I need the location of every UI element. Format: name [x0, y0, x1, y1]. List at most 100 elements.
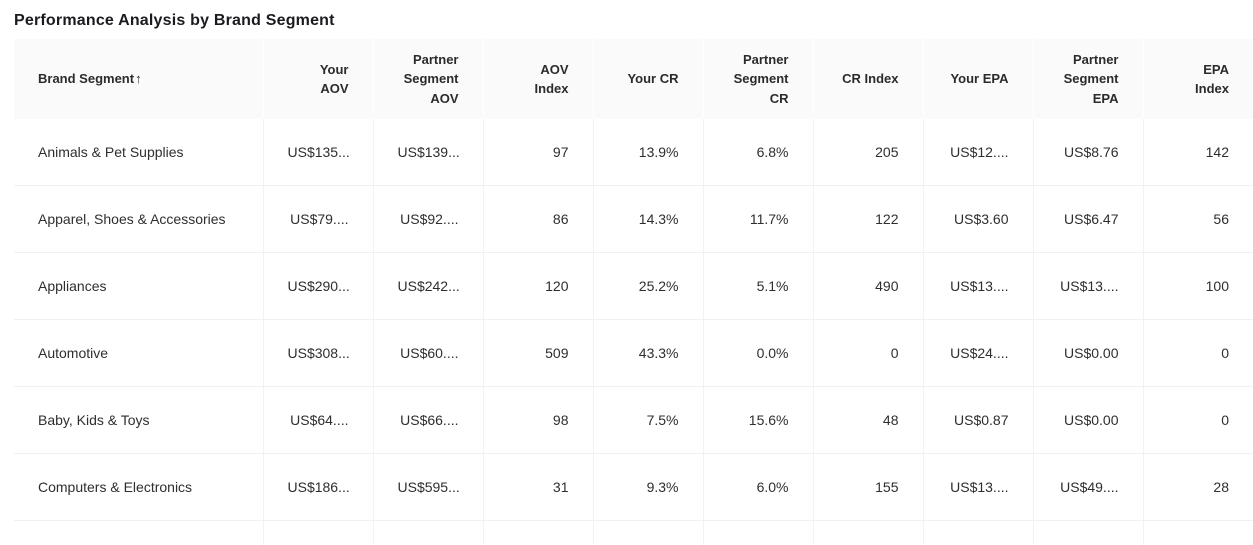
value-cell: US$290...: [262, 252, 373, 320]
value-cell: US$595...: [372, 453, 483, 521]
column-label: Partner Segment AOV: [403, 51, 459, 106]
brand-segment-cell: Apparel, Shoes & Accessories: [14, 185, 263, 253]
column-header-your-cr[interactable]: Your CR: [592, 39, 703, 119]
value-cell: 0: [812, 319, 923, 387]
column-label: AOV Index: [534, 61, 569, 97]
value-cell: 98: [482, 386, 593, 454]
value-cell: 48: [812, 386, 923, 454]
value-cell: 41: [1142, 520, 1253, 545]
value-cell: 15.6%: [702, 386, 813, 454]
value-cell: US$6.47: [1032, 185, 1143, 253]
value-cell: 43: [812, 520, 923, 545]
value-cell: US$64....: [262, 386, 373, 454]
column-header-aov-index[interactable]: AOV Index: [482, 39, 593, 119]
value-cell: US$8.76: [1032, 119, 1143, 186]
value-cell: 205: [812, 119, 923, 186]
column-header-partner-segment-epa[interactable]: Partner Segment EPA: [1032, 39, 1143, 119]
value-cell: 7.5%: [592, 386, 703, 454]
brand-segment-cell: Computers & Electronics: [14, 453, 263, 521]
value-cell: 11.7%: [702, 185, 813, 253]
table-row: Computers & Electronics US$186... US$595..…: [14, 453, 1253, 521]
value-cell: 142: [1142, 119, 1253, 186]
table-row: Animals & Pet Supplies US$135... US$139...…: [14, 119, 1253, 186]
value-cell: 86: [482, 185, 593, 253]
column-label: Your EPA: [950, 71, 1009, 87]
column-label: Brand Segment: [38, 71, 135, 87]
column-label: Partner Segment CR: [733, 51, 789, 106]
value-cell: US$3.37: [1032, 520, 1143, 545]
value-cell: 31: [482, 453, 593, 521]
value-cell: 509: [482, 319, 593, 387]
value-cell: US$13....: [922, 453, 1033, 521]
column-header-partner-segment-cr[interactable]: Partner Segment CR: [702, 39, 813, 119]
brand-segment-cell: Department Stores: [14, 520, 263, 545]
value-cell: US$0.87: [922, 386, 1033, 454]
table-body: Animals & Pet Supplies US$135... US$139...…: [14, 119, 1253, 545]
column-label: Your CR: [627, 71, 679, 87]
value-cell: 25.2%: [592, 252, 703, 320]
value-cell: US$1.37: [922, 520, 1033, 545]
value-cell: 43: [482, 520, 593, 545]
value-cell: US$45....: [262, 520, 373, 545]
value-cell: 28: [1142, 453, 1253, 521]
value-cell: US$66....: [372, 386, 483, 454]
value-cell: US$139...: [372, 119, 483, 186]
column-label: Your AOV: [319, 61, 349, 97]
value-cell: 56: [1142, 185, 1253, 253]
value-cell: US$104...: [372, 520, 483, 545]
value-cell: 97: [482, 119, 593, 186]
value-cell: US$79....: [262, 185, 373, 253]
value-cell: 9.3%: [592, 453, 703, 521]
value-cell: 20.5%: [702, 520, 813, 545]
value-cell: US$13....: [922, 252, 1033, 320]
value-cell: 43.3%: [592, 319, 703, 387]
value-cell: US$92....: [372, 185, 483, 253]
value-cell: US$24....: [922, 319, 1033, 387]
table-row: Department StoresUS$45....US$104...438.9…: [14, 520, 1253, 545]
value-cell: US$49....: [1032, 453, 1143, 521]
value-cell: 155: [812, 453, 923, 521]
value-cell: 122: [812, 185, 923, 253]
header-row: Brand Segment↑ Your AOV Partner Segment AO…: [14, 39, 1253, 119]
value-cell: US$308...: [262, 319, 373, 387]
brand-segment-cell: Animals & Pet Supplies: [14, 119, 263, 186]
value-cell: US$13....: [1032, 252, 1143, 320]
table-row: Automotive US$308... US$60.... 509 43.3% 0.0%…: [14, 319, 1253, 387]
value-cell: 100: [1142, 252, 1253, 320]
brand-segment-cell: Baby, Kids & Toys: [14, 386, 263, 454]
value-cell: 6.0%: [702, 453, 813, 521]
column-header-epa-index[interactable]: EPA Index: [1142, 39, 1253, 119]
table-header: Brand Segment↑ Your AOV Partner Segment AO…: [14, 39, 1253, 119]
performance-table: Brand Segment↑ Your AOV Partner Segment AO…: [14, 39, 1253, 545]
value-cell: 6.8%: [702, 119, 813, 186]
value-cell: US$135...: [262, 119, 373, 186]
column-header-cr-index[interactable]: CR Index: [812, 39, 923, 119]
value-cell: US$12....: [922, 119, 1033, 186]
value-cell: US$0.00: [1032, 386, 1143, 454]
table-row: Baby, Kids & Toys US$64.... US$66.... 98 7.5…: [14, 386, 1253, 454]
value-cell: 0: [1142, 319, 1253, 387]
column-label: CR Index: [842, 71, 899, 87]
column-header-your-epa[interactable]: Your EPA: [922, 39, 1033, 119]
value-cell: US$3.60: [922, 185, 1033, 253]
column-header-your-aov[interactable]: Your AOV: [262, 39, 373, 119]
brand-segment-cell: Appliances: [14, 252, 263, 320]
column-header-partner-segment-aov[interactable]: Partner Segment AOV: [372, 39, 483, 119]
value-cell: 120: [482, 252, 593, 320]
value-cell: 5.1%: [702, 252, 813, 320]
value-cell: 13.9%: [592, 119, 703, 186]
value-cell: 0: [1142, 386, 1253, 454]
column-label: EPA Index: [1195, 61, 1229, 97]
brand-segment-cell: Automotive: [14, 319, 263, 387]
value-cell: 8.9%: [592, 520, 703, 545]
value-cell: US$60....: [372, 319, 483, 387]
table-row: Apparel, Shoes & Accessories US$79.... US$…: [14, 185, 1253, 253]
column-header-brand-segment[interactable]: Brand Segment↑: [14, 39, 263, 119]
table-row: Appliances US$290... US$242... 120 25.2% 5.1%…: [14, 252, 1253, 320]
value-cell: US$0.00: [1032, 319, 1143, 387]
value-cell: US$186...: [262, 453, 373, 521]
value-cell: 490: [812, 252, 923, 320]
value-cell: 0.0%: [702, 319, 813, 387]
sort-ascending-icon: ↑: [135, 71, 142, 87]
page-title: Performance Analysis by Brand Segment: [14, 12, 335, 29]
